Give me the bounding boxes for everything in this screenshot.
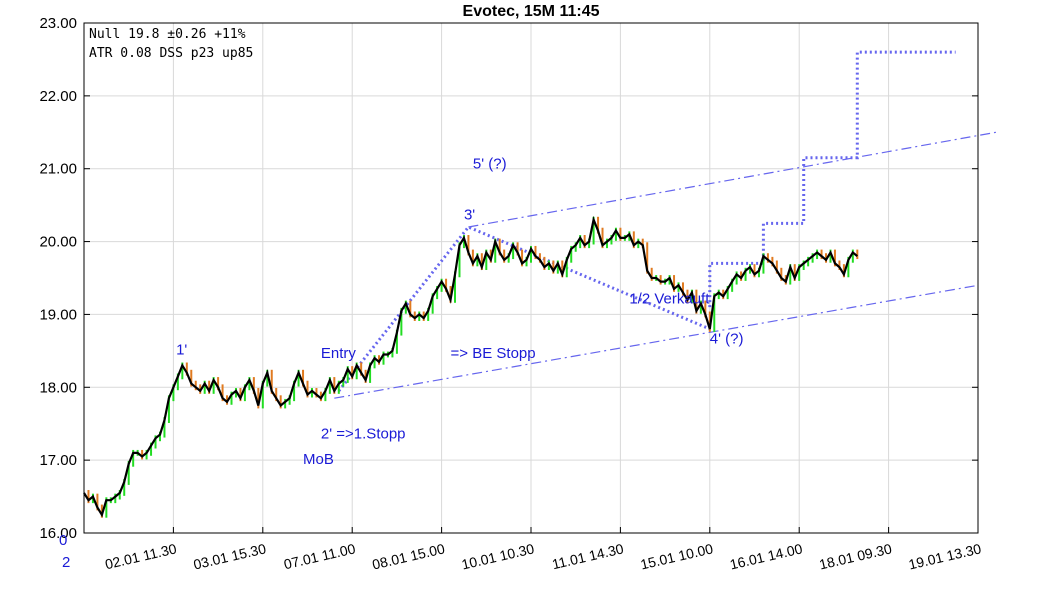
y-tick-label: 19.00 — [39, 306, 77, 323]
annotation-label: 4' (?) — [710, 331, 744, 348]
annotation-label: 5' (?) — [473, 156, 507, 173]
y-tick-label: 23.00 — [39, 15, 77, 32]
annotations: 1' Entry => BE Stopp 3' 5' (?) 1/2 Verkauft 4'… — [176, 156, 743, 468]
annotation-label: MoB — [303, 451, 334, 468]
price-series — [83, 215, 859, 518]
y-tick-label: 22.00 — [39, 88, 77, 105]
chart-title: Evotec, 15M 11:45 — [463, 3, 600, 20]
x-tick-label: 11.01 14.30 — [550, 540, 625, 572]
annotation-label: Entry — [321, 345, 357, 362]
y-axis-ticks: 16.00 17.00 18.00 19.00 20.00 21.00 22.00 23.00 — [39, 15, 978, 542]
x-tick-label: 15.01 10.00 — [639, 540, 715, 572]
overlay-line — [337, 225, 711, 392]
y-tick-label: 17.00 — [39, 452, 77, 469]
y-tick-label: 21.00 — [39, 161, 77, 178]
annotation-label: 1' — [176, 342, 187, 359]
y-tick-label: 16.00 — [39, 525, 77, 542]
overlay-line — [708, 50, 956, 308]
annotation-label: 3' — [464, 207, 475, 224]
x-axis-ticks: 02.01 11.30 03.01 15.30 07.01 11.00 08.01 1… — [103, 527, 983, 573]
price-line — [83, 215, 858, 518]
x-tick-label: 16.01 14.00 — [728, 540, 804, 572]
y-tick-label: 18.00 — [39, 379, 77, 396]
trend-overlays — [334, 50, 997, 399]
x-tick-label: 18.01 09.30 — [818, 540, 894, 572]
chart-grid — [84, 23, 978, 533]
annotation-label: => BE Stopp — [451, 345, 536, 362]
x-tick-label: 02.01 11.30 — [103, 540, 178, 572]
x-tick-label: 08.01 15.00 — [371, 540, 447, 572]
annotation-label: 1/2 Verkauft — [629, 291, 710, 308]
info-line-1: Null 19.8 ±0.26 +11% — [89, 27, 246, 42]
info-line-2: ATR 0.08 DSS p23 up85 — [89, 46, 253, 61]
overlay-line — [468, 131, 997, 228]
x-tick-label: 03.01 15.30 — [192, 540, 268, 572]
x-tick-label: 10.01 10.30 — [460, 540, 536, 572]
x-tick-label: 19.01 13.30 — [907, 540, 983, 572]
corner-label-0: 0 — [59, 532, 67, 549]
y-tick-label: 20.00 — [39, 234, 77, 251]
overlay-line — [334, 284, 979, 399]
corner-label-1: 2 — [62, 554, 70, 571]
annotation-label: 2' =>1.Stopp — [321, 425, 406, 442]
x-tick-label: 07.01 11.00 — [282, 540, 357, 572]
